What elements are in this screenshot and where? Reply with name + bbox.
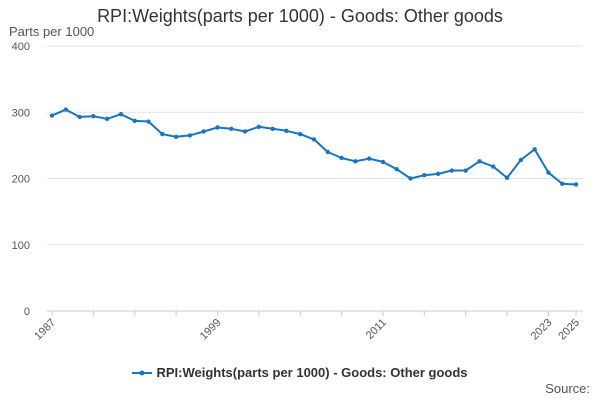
data-point bbox=[201, 129, 206, 134]
series-line-group bbox=[49, 107, 579, 187]
data-point bbox=[560, 181, 565, 186]
y-tick-label: 400 bbox=[12, 41, 30, 53]
data-point bbox=[49, 113, 55, 118]
data-point bbox=[104, 116, 110, 122]
data-point bbox=[449, 168, 455, 173]
data-point bbox=[91, 114, 96, 119]
legend-label: RPI:Weights(parts per 1000) - Goods: Oth… bbox=[156, 365, 468, 380]
data-point bbox=[160, 131, 165, 137]
data-point bbox=[270, 126, 275, 132]
data-point bbox=[573, 182, 579, 187]
legend-line-marker-icon bbox=[132, 370, 153, 375]
data-point bbox=[422, 172, 427, 178]
y-axis-unit-label: Parts per 1000 bbox=[9, 24, 95, 39]
data-point bbox=[298, 131, 303, 137]
y-tick-label: 200 bbox=[12, 174, 30, 186]
grid-lines bbox=[47, 45, 583, 246]
data-point bbox=[435, 171, 441, 177]
legend: RPI:Weights(parts per 1000) - Goods: Oth… bbox=[0, 365, 600, 381]
y-tick-label: 100 bbox=[12, 240, 30, 252]
y-tick-label: 0 bbox=[24, 306, 30, 318]
data-point bbox=[491, 164, 496, 169]
y-tick-label: 300 bbox=[12, 107, 30, 119]
legend-item[interactable]: RPI:Weights(parts per 1000) - Goods: Oth… bbox=[132, 365, 468, 380]
data-point bbox=[118, 112, 124, 117]
data-point bbox=[132, 118, 137, 124]
data-point bbox=[325, 149, 330, 155]
data-point bbox=[311, 137, 317, 142]
source-label: Source: bbox=[545, 381, 590, 396]
x-tick-label: 2025 bbox=[556, 317, 582, 343]
data-point bbox=[146, 119, 151, 124]
data-point bbox=[256, 124, 262, 130]
x-tick-label: 1999 bbox=[198, 317, 224, 343]
data-point bbox=[242, 129, 248, 134]
data-point bbox=[63, 107, 68, 112]
data-point bbox=[477, 159, 482, 164]
chart-title: RPI:Weights(parts per 1000) - Goods: Oth… bbox=[97, 6, 503, 26]
x-tick-label: 2023 bbox=[529, 317, 555, 343]
x-tick-label: 1987 bbox=[32, 317, 58, 343]
data-point bbox=[215, 125, 220, 130]
axes: 0 100 200 300 400 1987 1999 2011 2023 2025 bbox=[12, 41, 583, 342]
data-point bbox=[380, 159, 386, 165]
data-point bbox=[353, 159, 358, 164]
data-point bbox=[284, 128, 289, 133]
series-line bbox=[51, 108, 577, 186]
data-point bbox=[463, 168, 468, 173]
data-point bbox=[187, 133, 193, 138]
x-tick-label: 2011 bbox=[364, 317, 389, 342]
data-point bbox=[77, 114, 82, 120]
data-point bbox=[518, 157, 524, 163]
data-point bbox=[546, 170, 551, 175]
data-point bbox=[532, 147, 537, 152]
data-point bbox=[504, 175, 510, 181]
data-point bbox=[366, 156, 372, 161]
data-point bbox=[408, 176, 413, 181]
data-point bbox=[339, 155, 344, 161]
data-point bbox=[173, 134, 179, 139]
data-point bbox=[229, 126, 234, 132]
data-point bbox=[394, 167, 399, 172]
